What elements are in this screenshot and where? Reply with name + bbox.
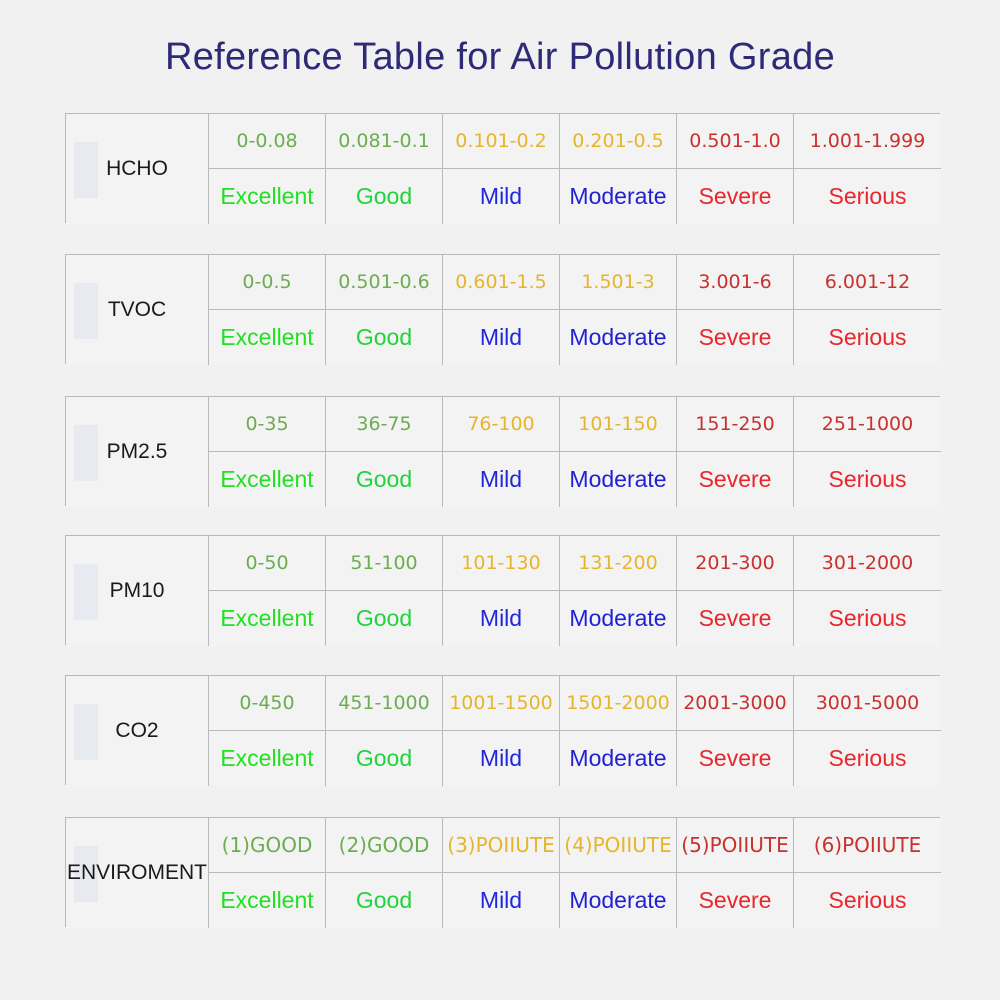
pollutant-name: CO2 <box>115 719 159 742</box>
grade-cell: Excellent <box>209 169 326 224</box>
grade-cell: Severe <box>677 873 794 928</box>
grade-cell: Moderate <box>560 591 677 646</box>
range-cell: 0.501-1.0 <box>677 114 794 169</box>
pollutant-label: HCHO <box>66 114 209 224</box>
range-cell: 1501-2000 <box>560 676 677 731</box>
table-hcho: HCHO 0-0.08 0.081-0.1 0.101-0.2 0.201-0.5 0.5… <box>65 113 941 224</box>
grade-cell: Excellent <box>209 873 326 928</box>
label-tab-decoration <box>74 564 98 620</box>
pollutant-name: TVOC <box>107 298 167 321</box>
label-tab-decoration <box>74 425 98 481</box>
range-cell: 0-0.08 <box>209 114 326 169</box>
grade-cell: Mild <box>443 310 560 365</box>
grade-cell: Severe <box>677 591 794 646</box>
range-cell: 0.201-0.5 <box>560 114 677 169</box>
range-cell: 201-300 <box>677 536 794 591</box>
grade-cell: Serious <box>794 731 941 786</box>
table-pm25: PM2.5 0-35 36-75 76-100 101-150 151-250 251-10… <box>65 396 941 507</box>
label-tab-decoration <box>74 704 98 760</box>
range-cell: 3.001-6 <box>677 255 794 310</box>
range-cell: 51-100 <box>326 536 443 591</box>
grade-cell: Good <box>326 731 443 786</box>
grade-cell: Serious <box>794 873 941 928</box>
grade-cell: Good <box>326 169 443 224</box>
range-cell: 151-250 <box>677 397 794 452</box>
table-pm10: PM10 0-50 51-100 101-130 131-200 201-300 301-2… <box>65 535 941 646</box>
label-tab-decoration <box>74 142 98 198</box>
grade-cell: Good <box>326 452 443 507</box>
pollutant-name: ENVIROMENT <box>66 861 207 884</box>
table-co2: CO2 0-450 451-1000 1001-1500 1501-2000 2001-3… <box>65 675 941 786</box>
grade-cell: Serious <box>794 169 941 224</box>
grade-cell: Excellent <box>209 452 326 507</box>
range-cell: 451-1000 <box>326 676 443 731</box>
range-cell: 76-100 <box>443 397 560 452</box>
range-cell: 1.501-3 <box>560 255 677 310</box>
range-cell: (6)POIIUTE <box>794 818 941 873</box>
grade-cell: Moderate <box>560 452 677 507</box>
range-cell: 0-35 <box>209 397 326 452</box>
grade-cell: Severe <box>677 310 794 365</box>
range-cell: 1001-1500 <box>443 676 560 731</box>
grade-cell: Severe <box>677 452 794 507</box>
grade-cell: Moderate <box>560 310 677 365</box>
grade-cell: Excellent <box>209 310 326 365</box>
pollutant-label: ENVIROMENT <box>66 818 209 928</box>
label-tab-decoration <box>74 283 98 339</box>
grade-cell: Severe <box>677 169 794 224</box>
range-cell: 1.001-1.999 <box>794 114 941 169</box>
range-cell: (3)POIIUTE <box>443 818 560 873</box>
page-title: Reference Table for Air Pollution Grade <box>164 36 836 78</box>
grade-cell: Severe <box>677 731 794 786</box>
range-cell: 2001-3000 <box>677 676 794 731</box>
pollutant-name: PM2.5 <box>106 440 168 463</box>
range-cell: 36-75 <box>326 397 443 452</box>
grade-cell: Mild <box>443 591 560 646</box>
grade-cell: Mild <box>443 731 560 786</box>
pollutant-label: PM10 <box>66 536 209 646</box>
range-cell: 0.501-0.6 <box>326 255 443 310</box>
grade-cell: Moderate <box>560 873 677 928</box>
range-cell: 101-130 <box>443 536 560 591</box>
grade-cell: Excellent <box>209 591 326 646</box>
grade-cell: Serious <box>794 452 941 507</box>
range-cell: 0.101-0.2 <box>443 114 560 169</box>
range-cell: 0.081-0.1 <box>326 114 443 169</box>
grade-cell: Serious <box>794 310 941 365</box>
range-cell: 0-0.5 <box>209 255 326 310</box>
range-cell: 301-2000 <box>794 536 941 591</box>
pollutant-label: PM2.5 <box>66 397 209 507</box>
pollutant-name: HCHO <box>106 157 168 180</box>
range-cell: 101-150 <box>560 397 677 452</box>
table-tvoc: TVOC 0-0.5 0.501-0.6 0.601-1.5 1.501-3 3.001-… <box>65 254 941 365</box>
grade-cell: Mild <box>443 452 560 507</box>
grade-cell: Good <box>326 873 443 928</box>
pollutant-label: TVOC <box>66 255 209 365</box>
range-cell: 0-50 <box>209 536 326 591</box>
grade-cell: Excellent <box>209 731 326 786</box>
grade-cell: Serious <box>794 591 941 646</box>
range-cell: (2)GOOD <box>326 818 443 873</box>
range-cell: 251-1000 <box>794 397 941 452</box>
table-enviroment: ENVIROMENT (1)GOOD (2)GOOD (3)POIIUTE (4)POI… <box>65 817 941 928</box>
range-cell: (5)POIIUTE <box>677 818 794 873</box>
grade-cell: Good <box>326 310 443 365</box>
range-cell: (4)POIIUTE <box>560 818 677 873</box>
range-cell: 0.601-1.5 <box>443 255 560 310</box>
range-cell: 131-200 <box>560 536 677 591</box>
range-cell: 0-450 <box>209 676 326 731</box>
pollutant-label: CO2 <box>66 676 209 786</box>
range-cell: (1)GOOD <box>209 818 326 873</box>
grade-cell: Good <box>326 591 443 646</box>
grade-cell: Mild <box>443 873 560 928</box>
grade-cell: Mild <box>443 169 560 224</box>
range-cell: 3001-5000 <box>794 676 941 731</box>
range-cell: 6.001-12 <box>794 255 941 310</box>
grade-cell: Moderate <box>560 731 677 786</box>
label-tab-decoration <box>74 846 98 902</box>
grade-cell: Moderate <box>560 169 677 224</box>
pollutant-name: PM10 <box>109 579 165 602</box>
